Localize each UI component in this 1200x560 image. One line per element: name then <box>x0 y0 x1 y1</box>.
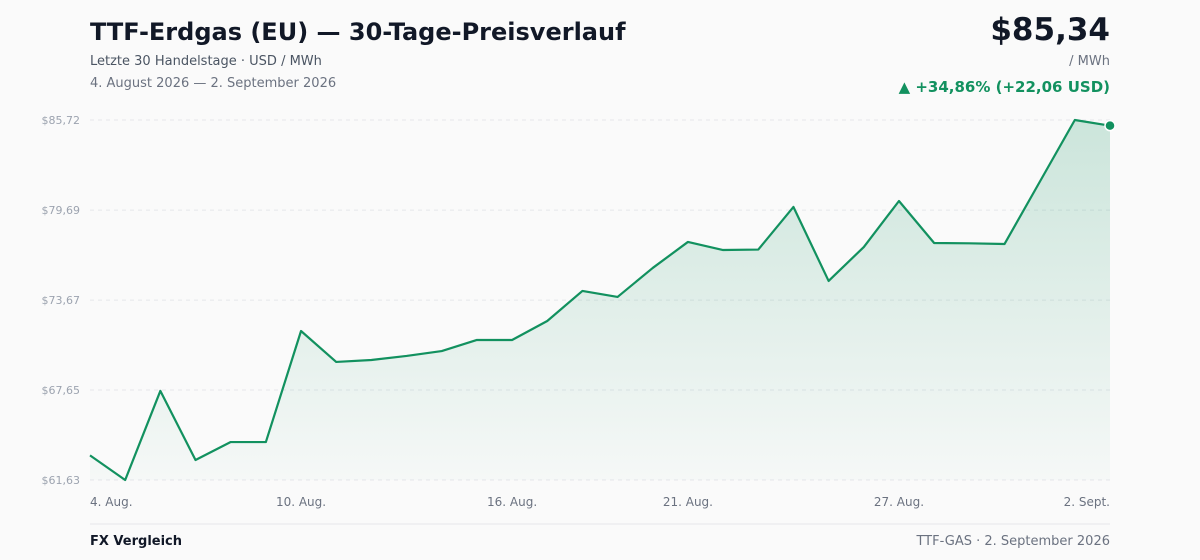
x-tick-label: 16. Aug. <box>487 495 537 509</box>
x-tick-label: 2. Sept. <box>1064 495 1110 509</box>
title: TTF-Erdgas (EU) — 30-Tage-Preisverlauf <box>90 18 626 46</box>
price-line <box>89 118 1111 482</box>
price: $85,34 <box>990 12 1110 48</box>
x-tick-label: 10. Aug. <box>276 495 326 509</box>
y-tick-label: $79,69 <box>42 204 81 217</box>
y-tick-label: $85,72 <box>42 114 81 127</box>
y-tick-label: $67,65 <box>42 384 81 397</box>
footer-left: FX Vergleich <box>90 534 183 549</box>
area-fill <box>90 120 1110 480</box>
x-tick-label: 27. Aug. <box>874 495 924 509</box>
y-tick-label: $61,63 <box>42 474 81 487</box>
x-tick-label: 21. Aug. <box>663 495 713 509</box>
change: ▲ +34,86% (+22,06 USD) <box>898 78 1110 96</box>
date-range: 4. August 2026 — 2. September 2026 <box>90 76 337 91</box>
y-tick-label: $73,67 <box>42 294 81 307</box>
footer-right: TTF-GAS · 2. September 2026 <box>916 534 1110 549</box>
last-point <box>1104 119 1116 132</box>
unit: / MWh <box>1069 54 1110 69</box>
x-tick-label: 4. Aug. <box>90 495 133 509</box>
subtitle: Letzte 30 Handelstage · USD / MWh <box>90 54 322 69</box>
